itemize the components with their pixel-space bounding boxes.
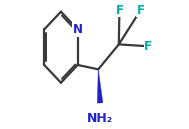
Text: F: F (137, 4, 145, 17)
Text: N: N (73, 23, 83, 36)
Text: F: F (144, 40, 152, 53)
Text: NH₂: NH₂ (87, 112, 113, 125)
Text: F: F (115, 4, 123, 17)
Polygon shape (97, 69, 103, 103)
